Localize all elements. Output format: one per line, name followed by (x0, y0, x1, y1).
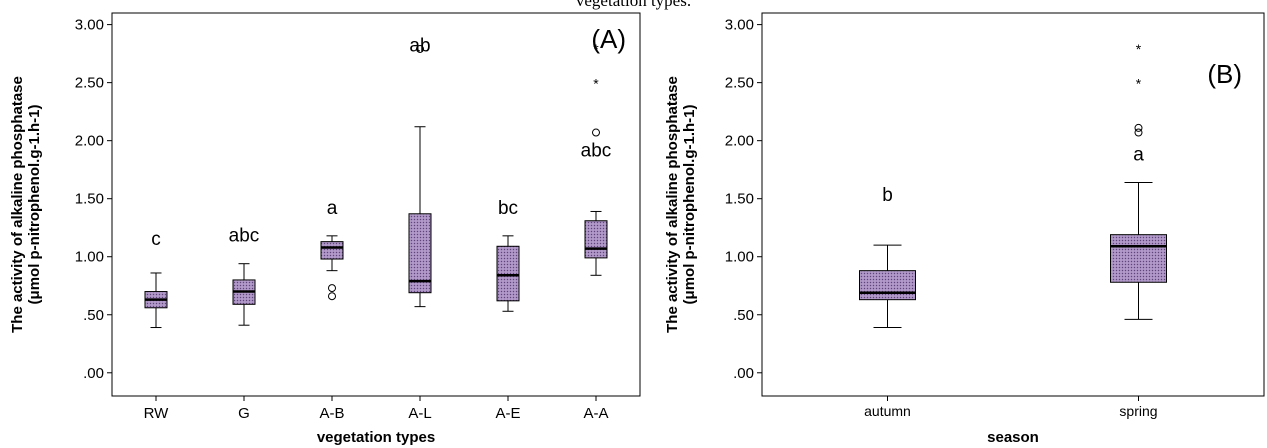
x-axis-title: season (987, 429, 1039, 446)
significance-letter: a (327, 198, 338, 219)
box-iqr (1110, 234, 1167, 283)
plot-frame (761, 12, 1265, 397)
y-tick-label: .50 (733, 307, 754, 324)
x-tick-label: spring (1119, 403, 1157, 419)
y-tick-label: 1.00 (725, 249, 754, 266)
x-axis-title: vegetation types (317, 429, 435, 446)
y-tick-label: 2.00 (725, 133, 754, 150)
significance-letter: b (882, 185, 893, 206)
x-tick-label: autumn (864, 403, 911, 419)
box-iqr (320, 241, 344, 260)
y-axis-title-unit: (μmol p-nitrophenol.g-1.h-1) (26, 105, 43, 305)
outlier-circle (328, 284, 336, 293)
y-tick-label: 3.00 (725, 17, 754, 34)
box-iqr (496, 245, 520, 302)
y-tick-label: 3.00 (75, 17, 104, 34)
x-tick-label: A-B (319, 405, 344, 422)
plot-frame (111, 12, 641, 397)
y-tick-label: .00 (733, 365, 754, 382)
x-tick-label: A-E (495, 405, 520, 422)
panel-b: .00 .50 1.00 1.50 2.00 2.50 3.00 The activity o… (664, 12, 1265, 446)
y-tick-label: 1.50 (725, 191, 754, 208)
significance-letter: a (1133, 144, 1144, 165)
panel-label: (B) (1207, 59, 1242, 89)
outlier-circle (1134, 123, 1143, 132)
outlier-star: * (593, 76, 599, 92)
panel-label: (A) (591, 24, 626, 54)
y-axis-title-unit: (μmol p-nitrophenol.g-1.h-1) (681, 105, 698, 305)
x-tick-label: G (238, 405, 250, 422)
box-iqr (584, 220, 608, 259)
box-iqr (859, 270, 916, 301)
y-axis-title: The activity of alkaline phosphatase (664, 76, 681, 333)
outlier-circle (416, 44, 424, 53)
box-iqr (408, 213, 432, 294)
y-tick-label: .00 (83, 365, 104, 382)
y-tick-label: 1.50 (75, 191, 104, 208)
outlier-circle (1134, 128, 1143, 137)
figure-caption-fragment: vegetation types. (575, 0, 692, 10)
x-tick-label: RW (144, 405, 170, 422)
panel-a: .00 .50 1.00 1.50 2.00 2.50 3.00 The activity o… (9, 12, 641, 446)
y-axis-title: The activity of alkaline phosphatase (9, 76, 26, 333)
outlier-star: * (1136, 76, 1142, 92)
x-tick-label: A-L (408, 405, 431, 422)
y-tick-label: 2.00 (75, 133, 104, 150)
significance-letter: ab (409, 36, 430, 57)
y-tick-label: 1.00 (75, 249, 104, 266)
significance-letter: bc (498, 198, 518, 219)
significance-letter: abc (229, 226, 260, 247)
outlier-circle (328, 292, 336, 301)
y-tick-label: .50 (83, 307, 104, 324)
y-tick-label: 2.50 (725, 75, 754, 92)
outlier-circle (592, 128, 600, 137)
outlier-star: * (1136, 41, 1142, 57)
outlier-star: * (593, 41, 599, 57)
x-tick-label: A-A (583, 405, 608, 422)
significance-letter: abc (581, 140, 612, 161)
y-tick-label: 2.50 (75, 75, 104, 92)
significance-letter: c (151, 229, 161, 250)
